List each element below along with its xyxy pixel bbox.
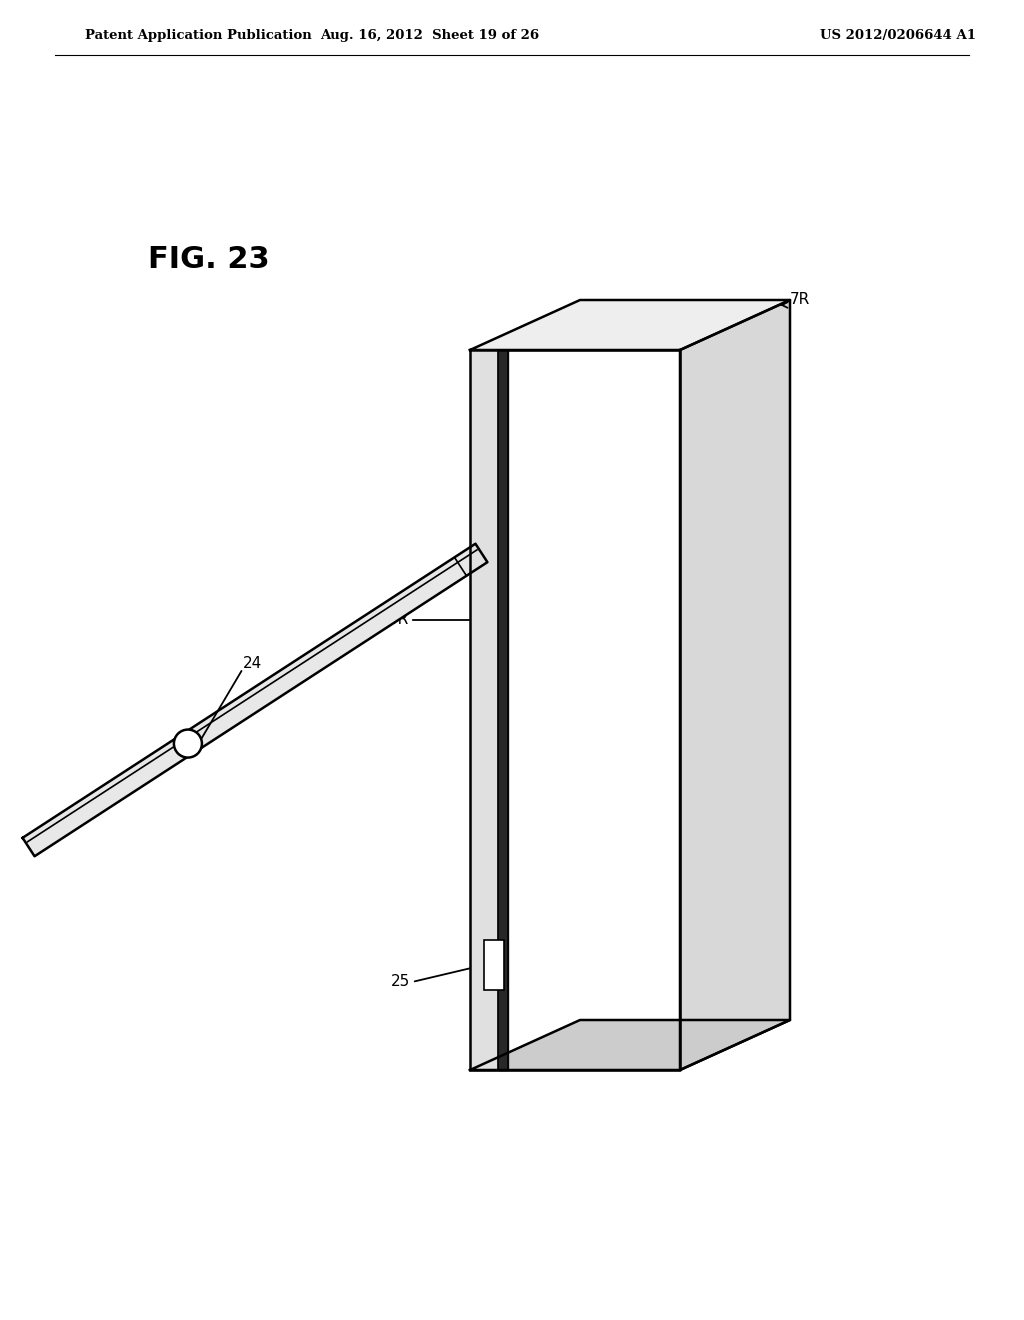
Bar	[484, 940, 504, 990]
Polygon shape	[680, 300, 790, 1071]
Polygon shape	[23, 544, 487, 857]
Text: US 2012/0206644 A1: US 2012/0206644 A1	[820, 29, 976, 41]
Polygon shape	[470, 1020, 790, 1071]
Text: 24: 24	[243, 656, 262, 671]
Text: 8R: 8R	[388, 612, 408, 627]
Circle shape	[174, 730, 202, 758]
Text: 25: 25	[391, 974, 410, 990]
Text: Patent Application Publication: Patent Application Publication	[85, 29, 311, 41]
Text: 7R: 7R	[790, 293, 810, 308]
Polygon shape	[470, 350, 680, 1071]
Text: Aug. 16, 2012  Sheet 19 of 26: Aug. 16, 2012 Sheet 19 of 26	[321, 29, 540, 41]
Polygon shape	[498, 350, 508, 1071]
Polygon shape	[470, 300, 790, 350]
Text: FIG. 23: FIG. 23	[148, 246, 269, 275]
Polygon shape	[470, 350, 498, 1071]
